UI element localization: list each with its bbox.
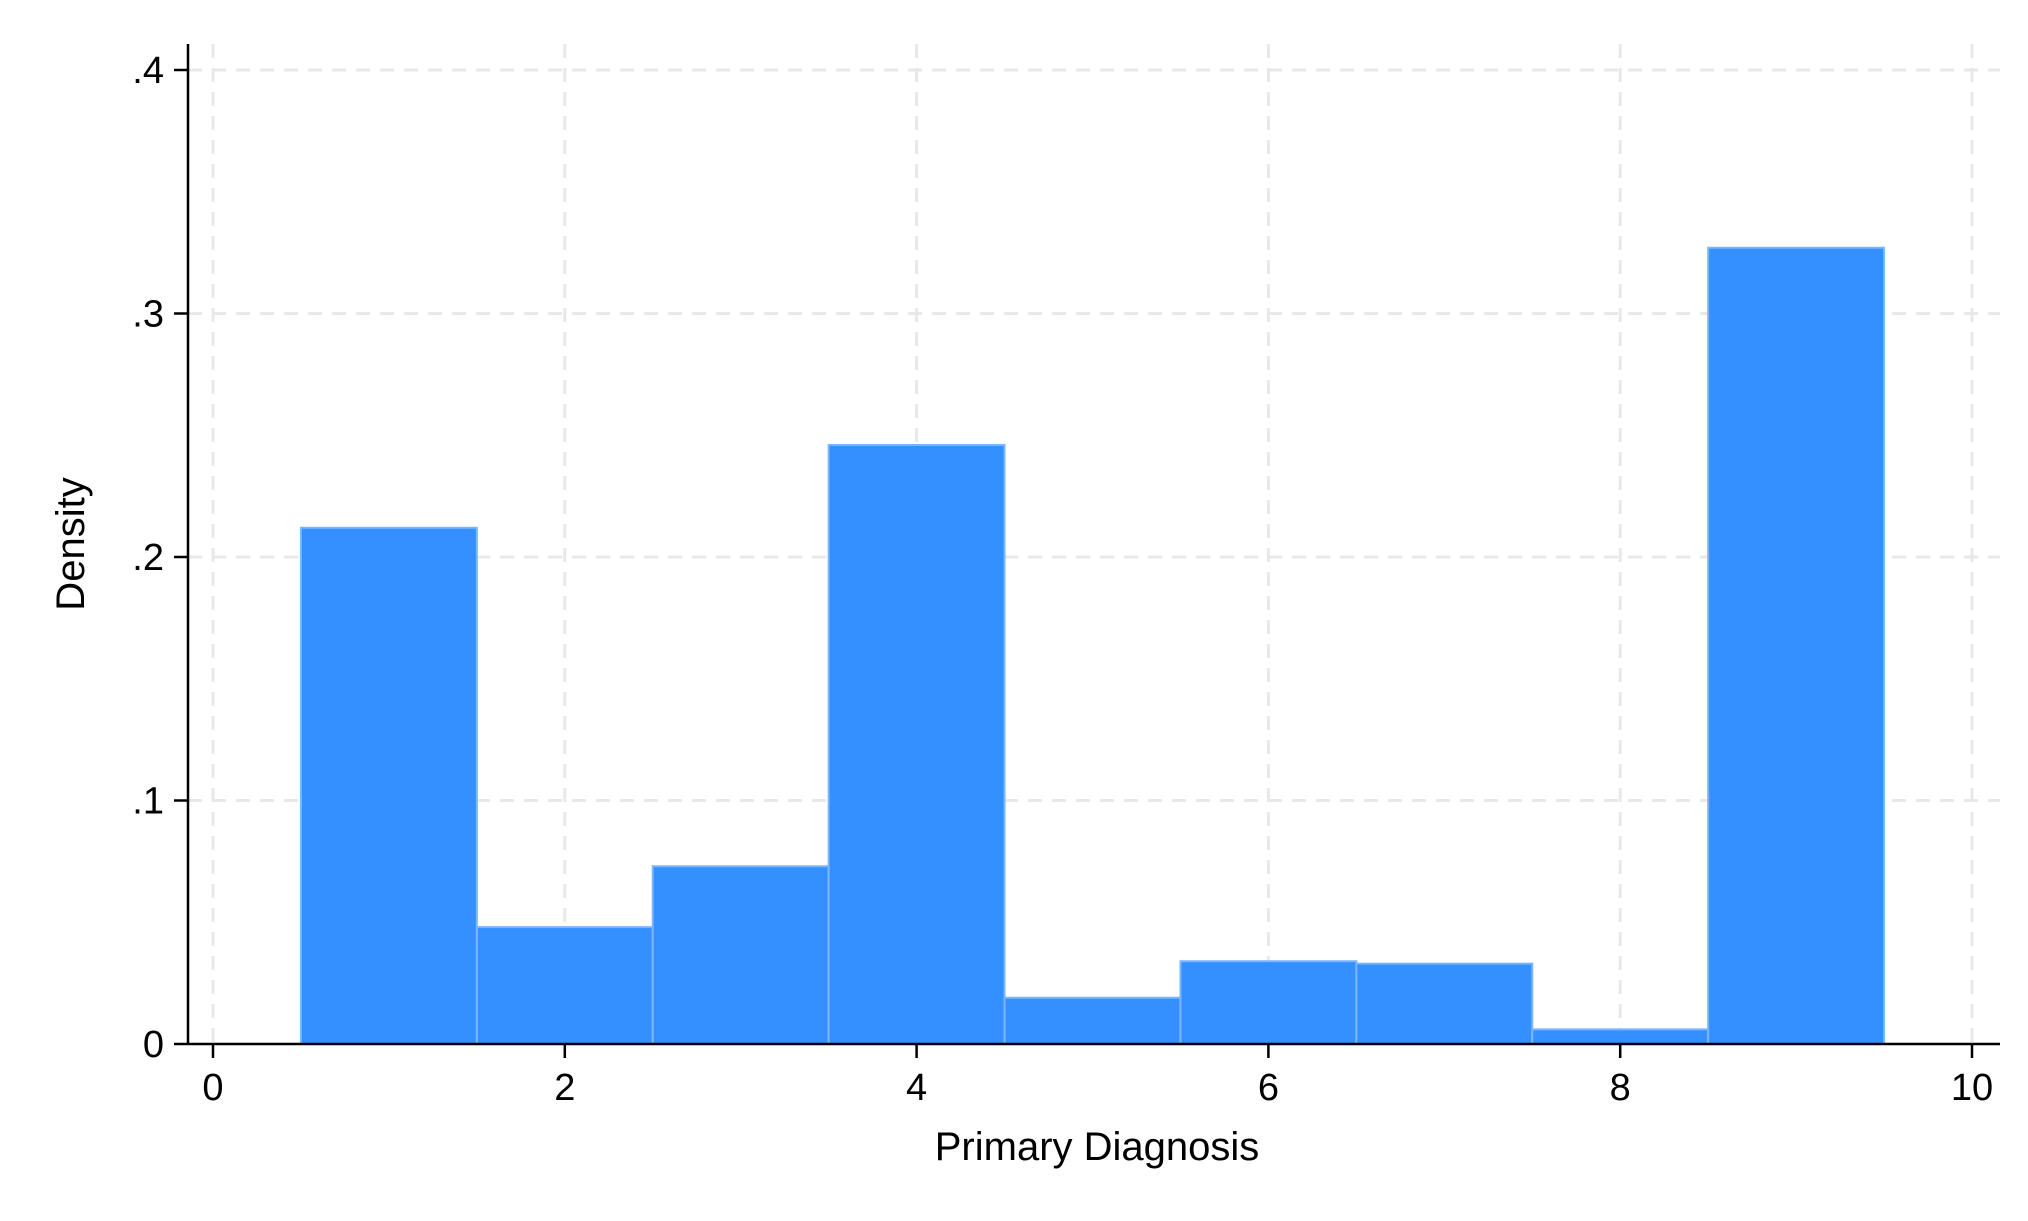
y-tick-label: .1 <box>132 781 164 823</box>
y-tick-label: .2 <box>132 537 164 579</box>
histogram-bar-4 <box>827 443 1006 1045</box>
axes <box>186 44 2000 1046</box>
y-tick-label: .3 <box>132 294 164 336</box>
histogram-bar-8 <box>1531 1028 1710 1046</box>
histogram-bar-2 <box>475 926 654 1045</box>
grid-lines <box>188 44 2000 1044</box>
x-tick-label: 8 <box>1610 1067 1631 1109</box>
x-axis-title: Primary Diagnosis <box>935 1125 1260 1169</box>
axis-ticks: 0 2 4 6 8 10 0 .1 .2 .3 .4 <box>132 50 1993 1109</box>
histogram-bar-7 <box>1355 962 1534 1046</box>
histogram-bar-1 <box>299 526 478 1045</box>
histogram-bar-5 <box>1003 996 1182 1045</box>
histogram-bars <box>299 246 1886 1046</box>
y-tick-label: 0 <box>143 1024 164 1066</box>
x-tick-label: 0 <box>202 1067 223 1109</box>
y-tick-label: .4 <box>132 50 164 92</box>
histogram-bar-6 <box>1179 960 1358 1046</box>
x-tick-label: 10 <box>1951 1067 1993 1109</box>
histogram-bar-3 <box>651 865 830 1045</box>
histogram-bar-9 <box>1707 246 1886 1045</box>
x-tick-label: 2 <box>554 1067 575 1109</box>
y-axis-title: Density <box>49 477 93 610</box>
x-tick-label: 4 <box>906 1067 927 1109</box>
x-tick-label: 6 <box>1258 1067 1279 1109</box>
